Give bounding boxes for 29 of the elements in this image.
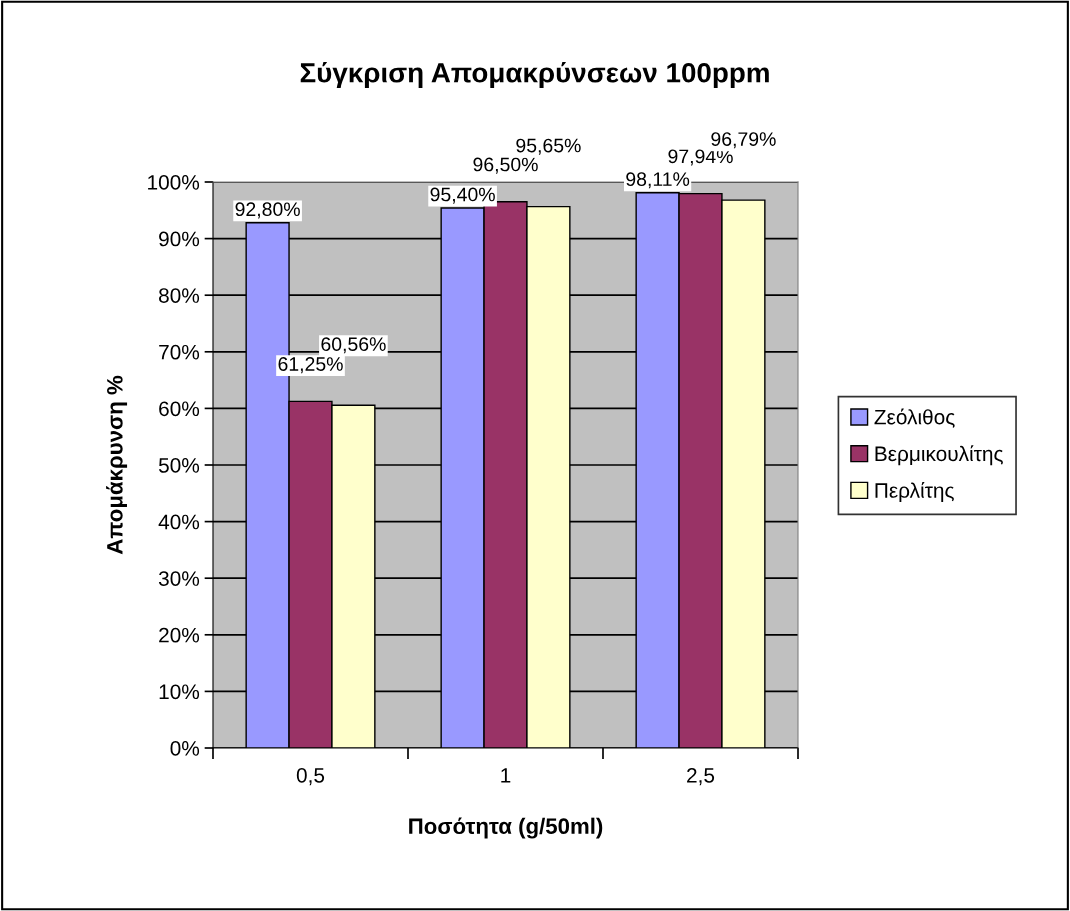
y-tick-label: 10% xyxy=(159,684,200,700)
data-label: 96,50% xyxy=(473,157,538,174)
data-label: 95,65% xyxy=(516,138,581,155)
y-tick-label: 100% xyxy=(148,175,200,190)
data-label: 96,79% xyxy=(711,132,776,149)
y-tick-label: 0% xyxy=(170,741,200,756)
y-tick-label: 60% xyxy=(159,401,200,417)
y-tick-label: 20% xyxy=(159,627,200,643)
legend-label: Βερμικουλίτης xyxy=(875,445,1003,466)
data-label: 60,56% xyxy=(321,337,386,354)
data-label: 95,40% xyxy=(430,187,495,204)
data-label: 92,80% xyxy=(235,202,300,219)
y-tick-label: 70% xyxy=(159,344,200,360)
data-label: 98,11% xyxy=(626,172,690,189)
y-tick-label: 90% xyxy=(159,231,200,247)
x-tick-label: 0,5 xyxy=(296,767,325,786)
x-tick-label: 2,5 xyxy=(687,767,715,786)
data-label: 97,94% xyxy=(668,149,733,166)
x-axis-title: Ποσότητα (g/50ml) xyxy=(409,817,603,839)
legend-label: Ζεόλιθος xyxy=(874,408,955,428)
x-tick-label: 1 xyxy=(501,768,511,783)
y-tick-label: 50% xyxy=(158,458,200,473)
y-axis-title: Απομάκρυνση % xyxy=(106,375,128,555)
legend-label: Περλίτης xyxy=(875,481,954,502)
chart-title: Σύγκριση Απομακρύνσεων 100ppm xyxy=(300,61,769,89)
y-tick-label: 80% xyxy=(159,288,200,303)
y-tick-label: 30% xyxy=(158,571,200,586)
data-label: 61,25% xyxy=(278,357,343,374)
y-tick-label: 40% xyxy=(158,514,200,530)
